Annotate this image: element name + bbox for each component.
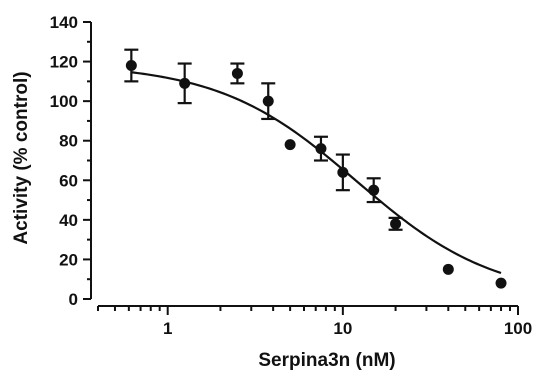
data-point xyxy=(390,218,402,230)
y-tick-label: 100 xyxy=(50,92,78,111)
axes-layer: 0 20 40 60 80 100 120 140 1 10 100 xyxy=(50,13,533,338)
data-point xyxy=(179,77,191,89)
x-axis-title: Serpina3n (nM) xyxy=(258,350,395,371)
data-point xyxy=(231,67,243,79)
y-tick-label: 60 xyxy=(59,171,78,190)
points-layer xyxy=(125,60,507,289)
data-point xyxy=(284,139,296,151)
x-tick-label: 1 xyxy=(163,319,172,338)
data-point xyxy=(368,184,380,196)
data-point xyxy=(337,166,349,178)
x-tick-label: 10 xyxy=(333,319,352,338)
y-tick-label: 40 xyxy=(59,211,78,230)
y-tick-label: 80 xyxy=(59,132,78,151)
y-tick-label: 20 xyxy=(59,250,78,269)
y-tick-label: 0 xyxy=(69,290,78,309)
data-point xyxy=(125,60,137,72)
data-point xyxy=(315,143,327,155)
x-tick-label: 100 xyxy=(504,319,532,338)
data-point xyxy=(262,95,274,107)
y-tick-label: 120 xyxy=(50,53,78,72)
data-point xyxy=(495,277,507,289)
data-point xyxy=(442,263,454,275)
y-tick-label: 140 xyxy=(50,13,78,32)
y-axis-title: Activity (% control) xyxy=(11,71,32,244)
